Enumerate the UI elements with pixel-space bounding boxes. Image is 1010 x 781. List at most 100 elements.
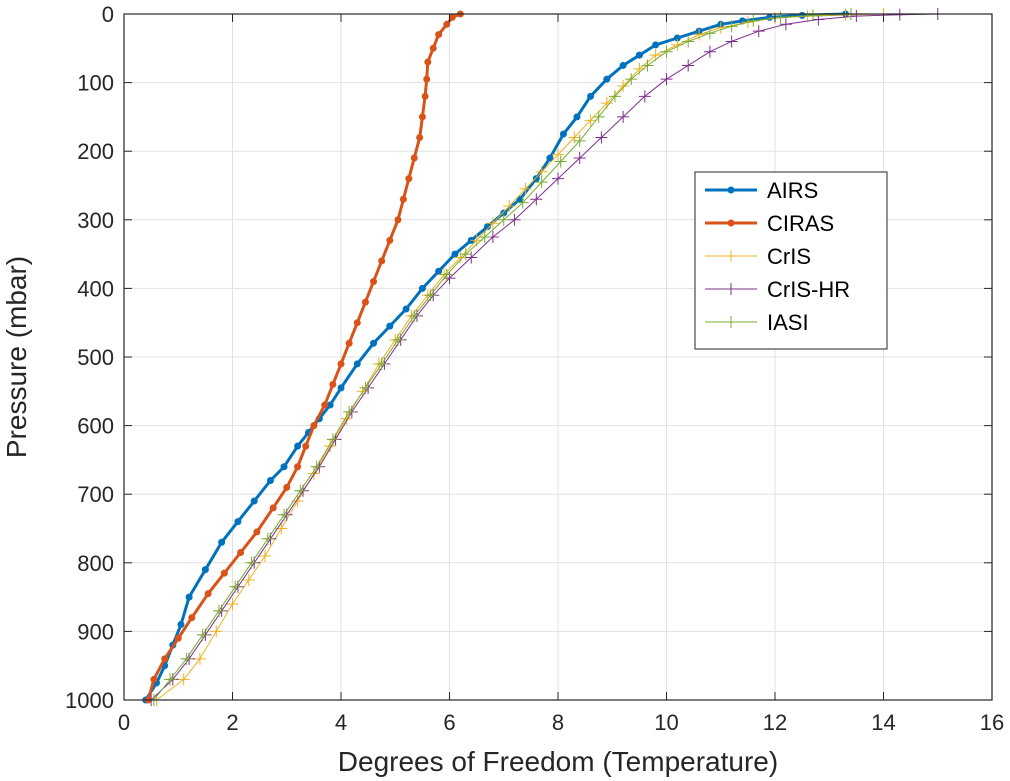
point-ciras — [188, 614, 196, 622]
point-iasi — [164, 673, 177, 686]
point-ciras — [361, 298, 369, 306]
point-ciras — [150, 675, 158, 683]
point-cris-hr — [660, 73, 673, 86]
point-cris-hr — [779, 18, 792, 31]
point-cris — [193, 652, 206, 665]
point-iasi — [408, 309, 421, 322]
point-ciras — [410, 154, 418, 162]
point-airs — [250, 497, 258, 505]
x-tick-label: 14 — [871, 710, 895, 735]
y-tick-label: 0 — [102, 2, 114, 27]
point-ciras — [321, 401, 329, 409]
point-airs — [337, 384, 345, 392]
point-cris-hr — [552, 172, 564, 185]
point-iasi — [592, 110, 605, 123]
point-iasi — [806, 9, 819, 22]
point-ciras — [220, 569, 228, 577]
legend-label: IASI — [767, 310, 809, 335]
x-tick-label: 10 — [654, 710, 678, 735]
point-iasi — [641, 59, 654, 72]
series-ciras — [144, 10, 464, 704]
point-cris-hr — [725, 283, 737, 295]
point-iasi — [212, 604, 225, 617]
point-ciras — [345, 339, 353, 347]
point-cris-hr — [725, 35, 738, 48]
series-layer — [142, 8, 944, 706]
legend-box — [694, 171, 888, 350]
point-ciras — [727, 219, 735, 227]
point-ciras — [448, 13, 456, 21]
point-cris — [552, 148, 564, 161]
x-tick-label: 16 — [980, 710, 1004, 735]
point-cris — [584, 114, 597, 127]
point-airs — [766, 13, 774, 21]
x-tick-label: 8 — [552, 710, 564, 735]
y-tick-label: 600 — [77, 414, 114, 439]
point-cris — [259, 549, 272, 562]
point-iasi — [294, 484, 307, 497]
point-ciras — [294, 463, 302, 471]
point-iasi — [554, 155, 567, 168]
point-iasi — [625, 73, 638, 86]
point-airs — [559, 130, 567, 138]
point-airs — [435, 267, 443, 275]
point-iasi — [660, 45, 673, 58]
point-ciras — [174, 634, 182, 642]
point-iasi — [375, 357, 388, 370]
point-cris — [568, 131, 581, 144]
point-airs — [353, 360, 361, 368]
point-iasi — [725, 316, 737, 328]
point-cris-hr — [617, 110, 630, 123]
point-cris — [535, 165, 548, 178]
y-axis-label: Pressure (mbar) — [1, 256, 32, 458]
legend-item-iasi: IASI — [705, 310, 809, 335]
point-ciras — [310, 422, 318, 430]
x-tick-label: 12 — [763, 710, 787, 735]
point-airs — [201, 566, 209, 574]
point-cris-hr — [443, 272, 456, 285]
point-cris — [340, 412, 353, 425]
point-ciras — [421, 92, 429, 100]
point-cris-hr — [465, 251, 478, 264]
point-airs — [500, 209, 508, 217]
x-tick-label: 4 — [335, 710, 347, 735]
point-ciras — [204, 590, 212, 598]
legend-item-cris-hr: CrIS-HR — [705, 277, 850, 302]
point-ciras — [161, 655, 169, 663]
point-iasi — [573, 134, 586, 147]
point-iasi — [459, 248, 472, 261]
series-airs — [142, 10, 850, 704]
legend-item-ciras: CIRAS — [705, 211, 834, 236]
point-airs — [280, 463, 288, 471]
point-cris-hr — [530, 193, 543, 206]
point-airs — [573, 113, 581, 121]
point-ciras — [283, 483, 291, 491]
point-ciras — [386, 236, 394, 244]
series-cris — [150, 8, 890, 706]
legend-label: CrIS-HR — [767, 277, 850, 302]
point-cris — [177, 673, 190, 686]
legend-label: CIRAS — [767, 211, 834, 236]
point-airs — [516, 195, 524, 203]
point-cris-hr — [682, 59, 695, 72]
legend-label: AIRS — [767, 178, 818, 203]
y-tick-label: 400 — [77, 276, 114, 301]
point-ciras — [416, 133, 424, 141]
point-cris — [714, 21, 727, 34]
y-tick-label: 300 — [77, 208, 114, 233]
point-cris-hr — [638, 90, 651, 103]
point-airs — [370, 339, 378, 347]
legend-item-airs: AIRS — [705, 178, 818, 203]
point-iasi — [535, 176, 548, 189]
line-iasi — [153, 13, 852, 701]
point-airs — [546, 154, 554, 162]
x-tick-label: 6 — [443, 710, 455, 735]
point-cris — [519, 182, 532, 195]
point-cris — [324, 440, 337, 453]
point-cris — [725, 250, 737, 262]
point-iasi — [747, 14, 760, 27]
point-iasi — [478, 230, 491, 243]
point-airs — [294, 442, 302, 450]
